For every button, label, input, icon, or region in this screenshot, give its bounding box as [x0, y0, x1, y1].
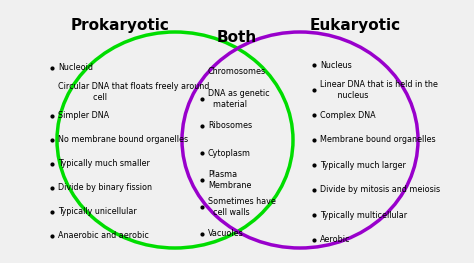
- Text: Vacuoles: Vacuoles: [208, 230, 244, 239]
- Text: Eukaryotic: Eukaryotic: [310, 18, 401, 33]
- Text: Chromosomes: Chromosomes: [208, 68, 266, 77]
- Text: Membrane bound organelles: Membrane bound organelles: [320, 135, 436, 144]
- Text: Prokaryotic: Prokaryotic: [71, 18, 169, 33]
- Text: Aerobic: Aerobic: [320, 235, 350, 245]
- Text: Nucleus: Nucleus: [320, 60, 352, 69]
- Text: Typically much smaller: Typically much smaller: [58, 159, 150, 169]
- Text: Sometimes have
  cell walls: Sometimes have cell walls: [208, 197, 276, 217]
- Text: Circular DNA that floats freely around
              cell: Circular DNA that floats freely around c…: [58, 82, 210, 102]
- Text: Divide by mitosis and meiosis: Divide by mitosis and meiosis: [320, 185, 440, 195]
- Text: No membrane bound organelles: No membrane bound organelles: [58, 135, 188, 144]
- Text: Linear DNA that is held in the
       nucleus: Linear DNA that is held in the nucleus: [320, 80, 438, 100]
- Text: Complex DNA: Complex DNA: [320, 110, 375, 119]
- Text: Cytoplasm: Cytoplasm: [208, 149, 251, 158]
- Text: Typically multicellular: Typically multicellular: [320, 210, 407, 220]
- Text: Divide by binary fission: Divide by binary fission: [58, 184, 152, 193]
- Text: Plasma
Membrane: Plasma Membrane: [208, 170, 251, 190]
- Text: Typically unicellular: Typically unicellular: [58, 208, 137, 216]
- Text: Ribosomes: Ribosomes: [208, 122, 252, 130]
- Text: Both: Both: [217, 30, 257, 45]
- Text: Anaerobic and aerobic: Anaerobic and aerobic: [58, 231, 149, 240]
- Text: Simpler DNA: Simpler DNA: [58, 112, 109, 120]
- Text: Typically much larger: Typically much larger: [320, 160, 406, 169]
- Text: DNA as genetic
  material: DNA as genetic material: [208, 89, 270, 109]
- Text: Nucleoid: Nucleoid: [58, 63, 93, 73]
